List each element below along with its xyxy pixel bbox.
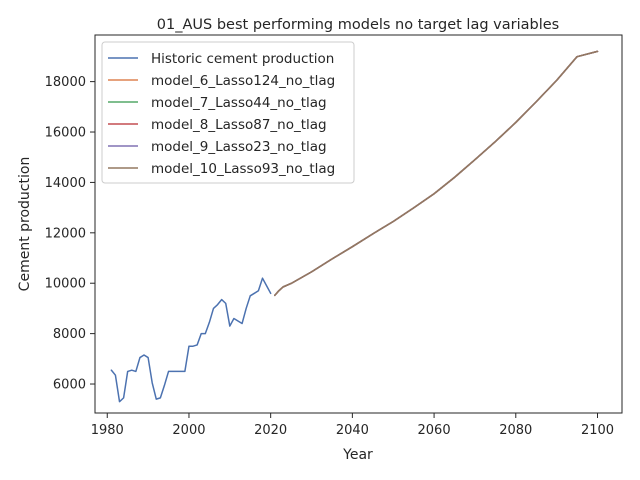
- legend-label: model_6_Lasso124_no_tlag: [151, 73, 335, 89]
- y-tick-label: 6000: [53, 378, 86, 393]
- y-tick-label: 18000: [45, 75, 86, 90]
- y-tick-label: 14000: [45, 176, 86, 191]
- x-tick-label: 2000: [172, 423, 205, 438]
- series-line-5: [274, 50, 599, 297]
- x-tick-label: 2020: [254, 423, 287, 438]
- legend-label: model_9_Lasso23_no_tlag: [151, 139, 327, 155]
- y-tick-label: 12000: [45, 226, 86, 241]
- x-tick-label: 2060: [418, 423, 451, 438]
- y-tick-label: 10000: [45, 277, 86, 292]
- legend-box: [101, 41, 355, 184]
- x-tick-label: 1980: [91, 423, 124, 438]
- legend-label: model_7_Lasso44_no_tlag: [151, 95, 327, 111]
- plot-area: [110, 50, 599, 403]
- x-tick-label: 2100: [581, 423, 614, 438]
- x-axis: 1980 2000 2020 2040 2060 2080 2100: [91, 413, 614, 438]
- x-tick-label: 2040: [336, 423, 369, 438]
- x-tick-label: 2080: [499, 423, 532, 438]
- chart-title: 01_AUS best performing models no target …: [157, 17, 559, 33]
- series-line-0: [110, 277, 272, 403]
- y-tick-label: 8000: [53, 327, 86, 342]
- legend-label: Historic cement production: [151, 51, 334, 67]
- y-axis-label: Cement production: [17, 157, 33, 292]
- x-axis-label: Year: [342, 447, 373, 463]
- y-tick-label: 16000: [45, 126, 86, 141]
- legend: Historic cement production model_6_Lasso1…: [101, 41, 355, 184]
- legend-label: model_10_Lasso93_no_tlag: [151, 161, 335, 177]
- y-axis: 6000 8000 10000 12000 14000 16000 18000: [45, 75, 95, 393]
- plot-frame: [94, 34, 623, 414]
- legend-label: model_8_Lasso87_no_tlag: [151, 117, 327, 133]
